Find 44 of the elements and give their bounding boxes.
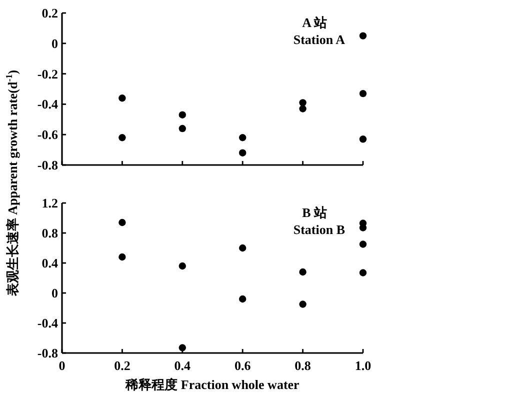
point xyxy=(239,134,246,142)
x-tick-label: 0.6 xyxy=(234,358,252,373)
annotation: A 站 xyxy=(302,15,327,30)
y-tick-label: 0 xyxy=(52,286,58,300)
y-tick-label: -0.8 xyxy=(37,346,58,360)
point xyxy=(239,244,246,252)
point xyxy=(299,268,306,276)
point xyxy=(178,344,186,352)
point xyxy=(359,224,367,232)
y-tick-label: -0.4 xyxy=(37,316,58,330)
point xyxy=(118,218,126,226)
x-axis-title: 稀释程度 Fraction whole water xyxy=(124,377,300,392)
y-tick-label: -0.4 xyxy=(37,96,58,112)
x-tick-label: 0.2 xyxy=(114,358,130,373)
point xyxy=(359,240,367,248)
x-tick-label: 0.4 xyxy=(174,358,192,373)
annotation: Station A xyxy=(293,32,346,47)
y-tick-label: -0.8 xyxy=(37,158,58,172)
annotation: B 站 xyxy=(302,205,327,220)
point xyxy=(118,253,126,261)
y-tick-label: 0.2 xyxy=(42,6,58,20)
y-tick-label: -0.2 xyxy=(37,66,58,82)
point xyxy=(359,32,367,40)
point xyxy=(178,262,186,270)
y-tick-label: 0.4 xyxy=(42,256,58,270)
point xyxy=(299,99,306,106)
point xyxy=(359,269,367,276)
point xyxy=(359,90,367,98)
y-tick-label: 0.8 xyxy=(42,226,58,240)
y-tick-label: -0.6 xyxy=(37,127,58,142)
point xyxy=(118,94,126,102)
point xyxy=(299,105,306,112)
point xyxy=(118,134,126,142)
annotation: Station B xyxy=(293,222,346,237)
y-tick-label: 1.2 xyxy=(42,196,58,210)
point xyxy=(178,124,186,132)
y-tick-label: 0 xyxy=(52,36,58,51)
x-tick-label: 0.8 xyxy=(294,358,312,373)
point xyxy=(359,136,367,143)
x-tick-label: 1.0 xyxy=(354,358,372,373)
point xyxy=(239,295,246,303)
point xyxy=(299,300,306,308)
point xyxy=(239,149,246,156)
point xyxy=(178,111,186,118)
